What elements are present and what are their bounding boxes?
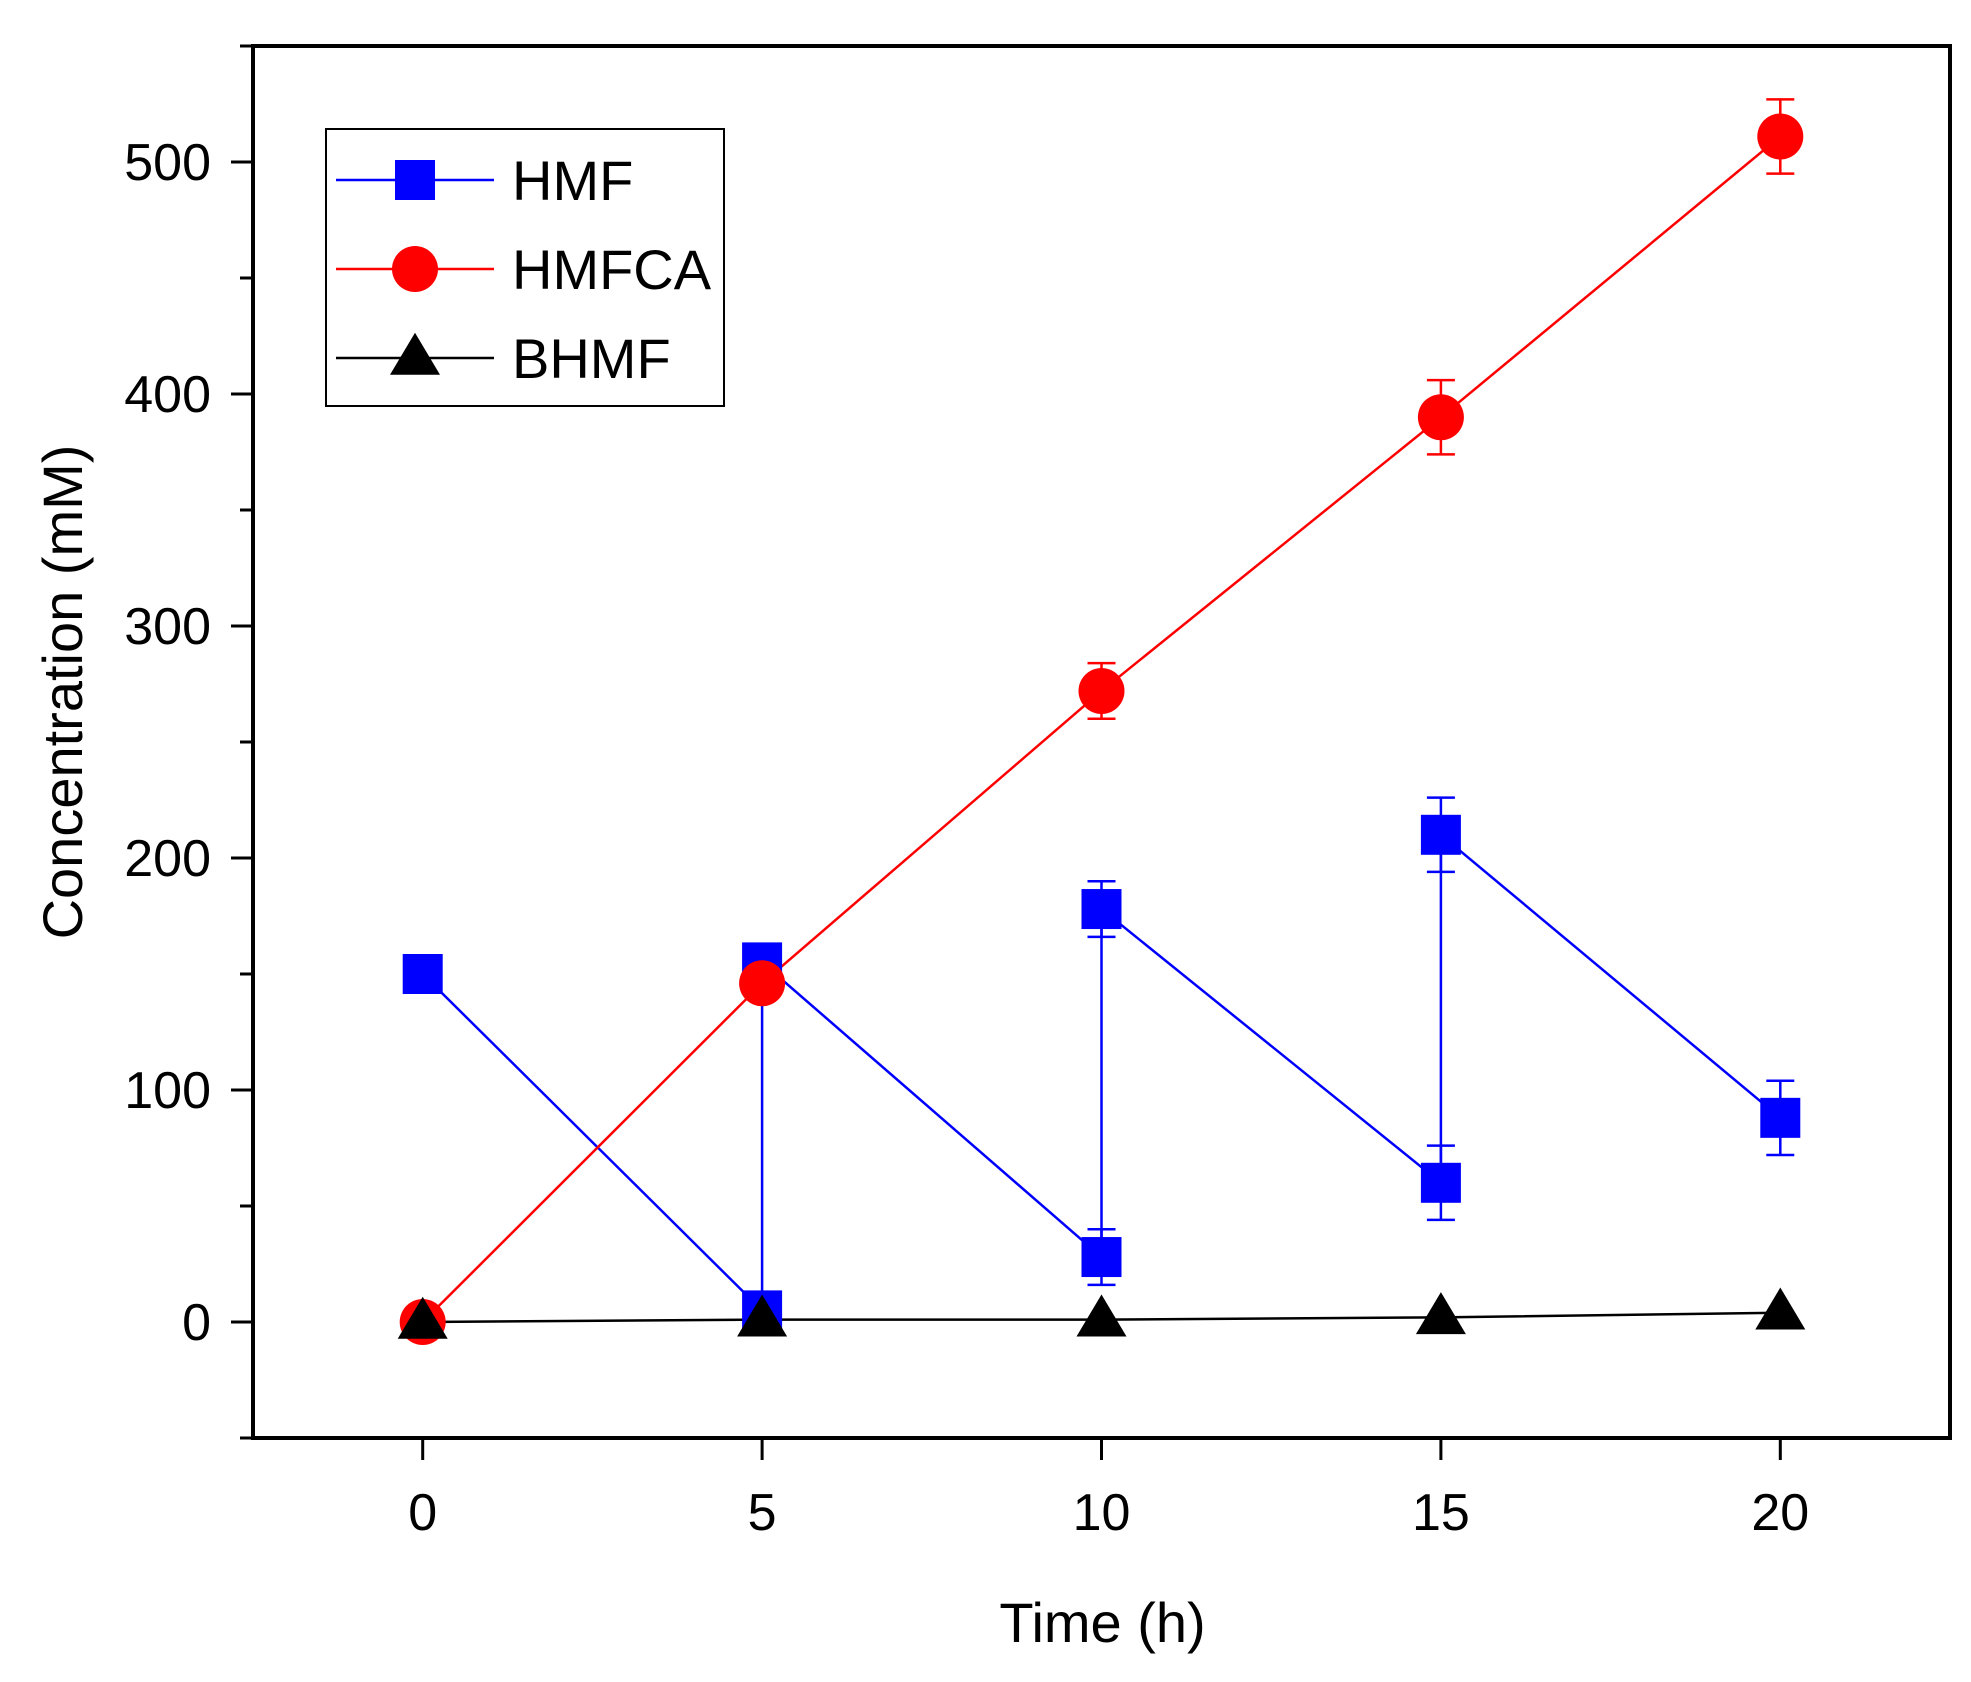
legend-label: HMFCA [512, 238, 712, 301]
y-axis-title: Concentration (mM) [31, 445, 94, 940]
hmfca-data-point [1078, 667, 1125, 714]
hmf-data-point [1760, 1097, 1801, 1138]
x-axis-title: Time (h) [999, 1591, 1205, 1654]
legend-marker [390, 332, 440, 375]
hmf-data-point [1420, 1162, 1461, 1203]
x-tick-label: 20 [1751, 1484, 1809, 1542]
legend: HMF HMFCA BHMF [325, 128, 725, 407]
y-tick-label: 200 [124, 830, 211, 888]
y-tick-label: 500 [124, 134, 211, 192]
legend-label: BHMF [512, 327, 671, 390]
bhmf-data-point [737, 1294, 788, 1337]
y-tick-label: 0 [182, 1294, 211, 1352]
hmfca-data-point [1757, 113, 1804, 160]
markers-bhmf [397, 1287, 1806, 1339]
x-tick-label: 15 [1412, 1484, 1470, 1542]
hmfca-data-point [1417, 394, 1464, 441]
hmf-data-point [1081, 1237, 1122, 1278]
y-tick-label: 100 [124, 1062, 211, 1120]
x-tick-label: 0 [408, 1484, 437, 1542]
x-tick-label: 10 [1073, 1484, 1131, 1542]
hmfca-data-point [739, 960, 786, 1007]
hmf-data-point [1420, 814, 1461, 855]
hmf-data-point [1081, 889, 1122, 930]
legend-label: HMF [512, 149, 633, 212]
hmf-data-point [402, 954, 443, 994]
bhmf-data-point [397, 1296, 448, 1339]
y-tick-label: 400 [124, 366, 211, 424]
y-tick-label: 300 [124, 598, 211, 656]
legend-item-bhmf: BHMF [336, 327, 671, 390]
bhmf-data-point [1076, 1294, 1127, 1337]
legend-item-hmfca: HMFCA [336, 238, 712, 301]
x-tick-label: 5 [748, 1484, 777, 1542]
bhmf-data-point [1415, 1292, 1466, 1335]
legend-marker [392, 246, 438, 292]
markers-hmf [402, 814, 1801, 1331]
legend-item-hmf: HMF [336, 149, 633, 212]
hmf-line [421, 832, 1782, 1314]
bhmf-data-point [1755, 1287, 1806, 1330]
legend-marker [395, 160, 435, 200]
